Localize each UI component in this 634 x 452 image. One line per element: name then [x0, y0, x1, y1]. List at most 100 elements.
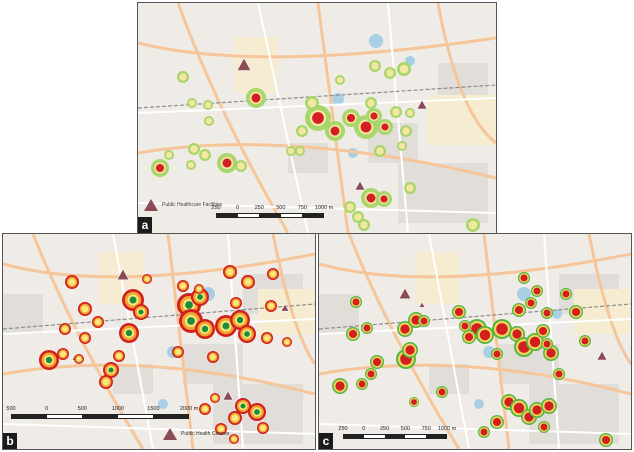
hotspot-inner [175, 349, 181, 355]
hotspot-mid [406, 184, 414, 192]
scale-label: 500 [77, 406, 87, 412]
facility-markers [220, 57, 428, 191]
hotspot-core [529, 336, 541, 348]
hotspot-mid [399, 64, 409, 74]
hotspot-mid [354, 213, 362, 221]
hotspot-core [236, 316, 244, 324]
hotspot-core [543, 309, 551, 317]
hotspot-mid [398, 142, 406, 150]
hotspot-core [367, 370, 375, 378]
hotspot-inner [81, 305, 89, 313]
major-road [316, 3, 350, 233]
scale-label: 0 [362, 426, 366, 432]
hotspot-core [197, 294, 203, 300]
water-body [552, 309, 562, 319]
hotspot-mid [205, 117, 213, 125]
hotspot-core [187, 317, 195, 325]
minor-road [138, 202, 496, 214]
hotspot-inner [144, 276, 150, 282]
hotspot-core [496, 323, 508, 335]
minor-road [257, 3, 309, 233]
major-road [3, 252, 315, 279]
hotspot-mid [179, 73, 187, 81]
hotspot-core [544, 401, 554, 411]
hotspot-core [533, 287, 541, 295]
hotspot-core [493, 350, 501, 358]
hotspot-inner [102, 378, 110, 386]
hotspot-inner [270, 271, 276, 277]
scale-label: 750 [297, 205, 307, 211]
facility-triangle-icon [596, 350, 608, 361]
hotspot-mid [367, 99, 375, 107]
hotspot-core [420, 317, 428, 325]
minor-road [387, 3, 409, 233]
major-road [587, 234, 631, 365]
major-road [347, 234, 461, 449]
hotspot-layer [151, 60, 480, 232]
hotspot-core [201, 325, 209, 333]
hotspot-core [348, 329, 358, 339]
hotspot-core [244, 331, 250, 337]
hotspot-core [222, 322, 230, 330]
scale-label: 250 [211, 205, 221, 211]
minor-road [428, 234, 470, 449]
hotspot-mid [165, 151, 173, 159]
hotspot-inner [116, 353, 122, 359]
hotspot-core [330, 126, 340, 136]
water-body [517, 287, 531, 301]
facility-triangle-icon [222, 390, 234, 401]
hotspot-core [222, 158, 232, 168]
panel-b: 500 0 500 1000 1500 2000 m Public Health… [2, 233, 316, 450]
map-a[interactable] [138, 3, 496, 233]
railway-line [3, 303, 315, 330]
water-body [158, 399, 168, 409]
scale-bar: 250 0 250 500 750 1000 m [211, 205, 333, 218]
major-road [3, 363, 315, 396]
facility-triangle-icon [144, 199, 158, 211]
hotspot-mid [201, 151, 209, 159]
hotspot-core [454, 307, 464, 317]
hotspot-mid [187, 161, 195, 169]
scale-bar: 250 0 250 500 750 1000 m [338, 426, 456, 439]
hotspot-mid [237, 162, 245, 170]
legend-label: Public Health Centres [181, 431, 230, 437]
hotspot-inner [233, 300, 239, 306]
hotspot-core [335, 381, 345, 391]
major-road [436, 3, 496, 145]
hotspot-inner [82, 335, 88, 341]
hotspot-core [360, 121, 372, 133]
hotspot-core [513, 402, 525, 414]
scale-label: 500 [400, 426, 410, 432]
hotspot-mid [402, 127, 410, 135]
hotspot-core [405, 345, 415, 355]
hotspot-mid [346, 203, 354, 211]
scale-label: 250 [338, 426, 348, 432]
hotspot-mid [188, 99, 196, 107]
minor-road [319, 423, 631, 435]
panel-c: 250 0 250 500 750 1000 m c [318, 233, 632, 450]
basemap-layer [138, 3, 496, 233]
hotspot-mid [392, 108, 400, 116]
hotspot-mid [298, 127, 306, 135]
scale-label: 2000 m [179, 406, 199, 412]
panel-label: a [138, 217, 152, 233]
hotspot-inner [268, 303, 274, 309]
hotspot-core [527, 299, 535, 307]
hotspot-inner [196, 286, 202, 292]
map-b[interactable] [3, 234, 315, 449]
hotspot-core [45, 356, 53, 364]
facility-triangle-icon [236, 57, 252, 71]
scale-bar: 500 0 500 1000 1500 2000 m [6, 406, 198, 419]
hotspot-mid [386, 69, 394, 77]
scale-label: 1000 m [437, 426, 457, 432]
industrial-zone [428, 95, 496, 145]
map-c[interactable] [319, 234, 631, 449]
hotspot-core [601, 435, 611, 445]
hotspot-core [540, 423, 548, 431]
scale-label: 1500 [147, 406, 160, 412]
hotspot-core [492, 417, 502, 427]
panel-label: b [3, 433, 17, 449]
hotspot-mid [190, 145, 198, 153]
scale-label: 0 [45, 406, 49, 412]
hotspot-core [514, 305, 524, 315]
